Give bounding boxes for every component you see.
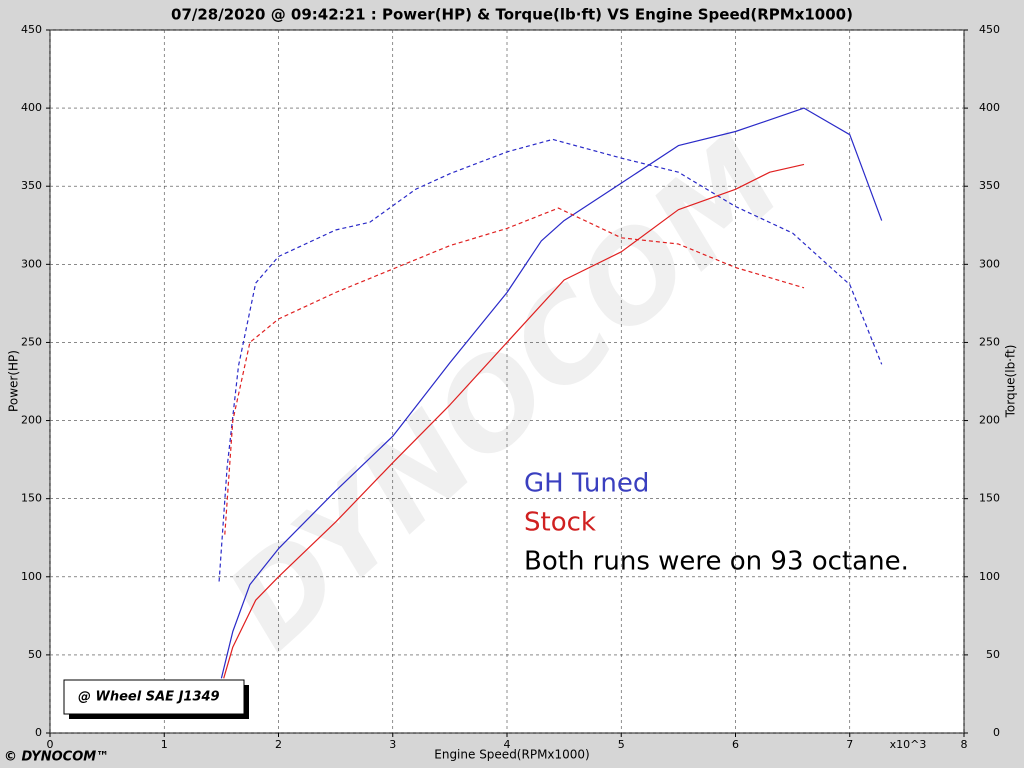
x-tick-label: 7 <box>846 738 853 751</box>
x-axis-label: Engine Speed(RPMx1000) <box>434 748 590 762</box>
y-tick-label: 50 <box>28 648 42 661</box>
y2-tick-label: 350 <box>979 179 1000 192</box>
y-tick-label: 350 <box>21 179 42 192</box>
x-tick-label: 0 <box>47 738 54 751</box>
annotation: GH Tuned <box>524 469 649 499</box>
x-tick-label: 4 <box>504 738 511 751</box>
y-tick-label: 150 <box>21 492 42 505</box>
y-tick-label: 0 <box>35 726 42 739</box>
logo: © DYNOCOM™ <box>4 750 109 765</box>
y2-tick-label: 400 <box>979 101 1000 114</box>
standard-box <box>63 679 245 715</box>
y2-tick-label: 200 <box>979 414 1000 427</box>
y-tick-label: 450 <box>21 23 42 36</box>
annotation: Both runs were on 93 octane. <box>524 547 909 577</box>
y2-tick-label: 300 <box>979 257 1000 270</box>
x-tick-label: 3 <box>389 738 396 751</box>
y2-tick-label: 250 <box>979 335 1000 348</box>
standard-label: @ Wheel SAE J1349 <box>78 690 220 705</box>
series-line <box>223 163 805 679</box>
y-tick-label: 250 <box>21 335 42 348</box>
y-tick-label: 300 <box>21 257 42 270</box>
series-layer <box>49 29 965 734</box>
x-tick-label: 2 <box>275 738 282 751</box>
y-axis-label: Power(HP) <box>7 350 21 412</box>
y-tick-label: 200 <box>21 414 42 427</box>
x-tick-label: 1 <box>161 738 168 751</box>
x-tick-label: 6 <box>732 738 739 751</box>
y2-tick-label: 50 <box>986 648 1000 661</box>
y2-tick-label: 100 <box>979 570 1000 583</box>
y2-tick-label: 0 <box>993 726 1000 739</box>
y2-tick-label: 450 <box>979 23 1000 36</box>
x-tick-label: 8 <box>961 738 968 751</box>
series-line <box>218 138 883 582</box>
y-tick-label: 100 <box>21 570 42 583</box>
y2-tick-label: 150 <box>979 492 1000 505</box>
series-line <box>224 207 805 535</box>
x-axis-multiplier: x10^3 <box>890 738 927 751</box>
series-line <box>220 107 883 679</box>
y-tick-label: 400 <box>21 101 42 114</box>
chart-title: 07/28/2020 @ 09:42:21 : Power(HP) & Torq… <box>171 6 853 24</box>
y2-axis-label: Torque(lb·ft) <box>1004 345 1018 419</box>
annotation: Stock <box>524 508 596 538</box>
plot-area <box>49 29 965 734</box>
x-tick-label: 5 <box>618 738 625 751</box>
